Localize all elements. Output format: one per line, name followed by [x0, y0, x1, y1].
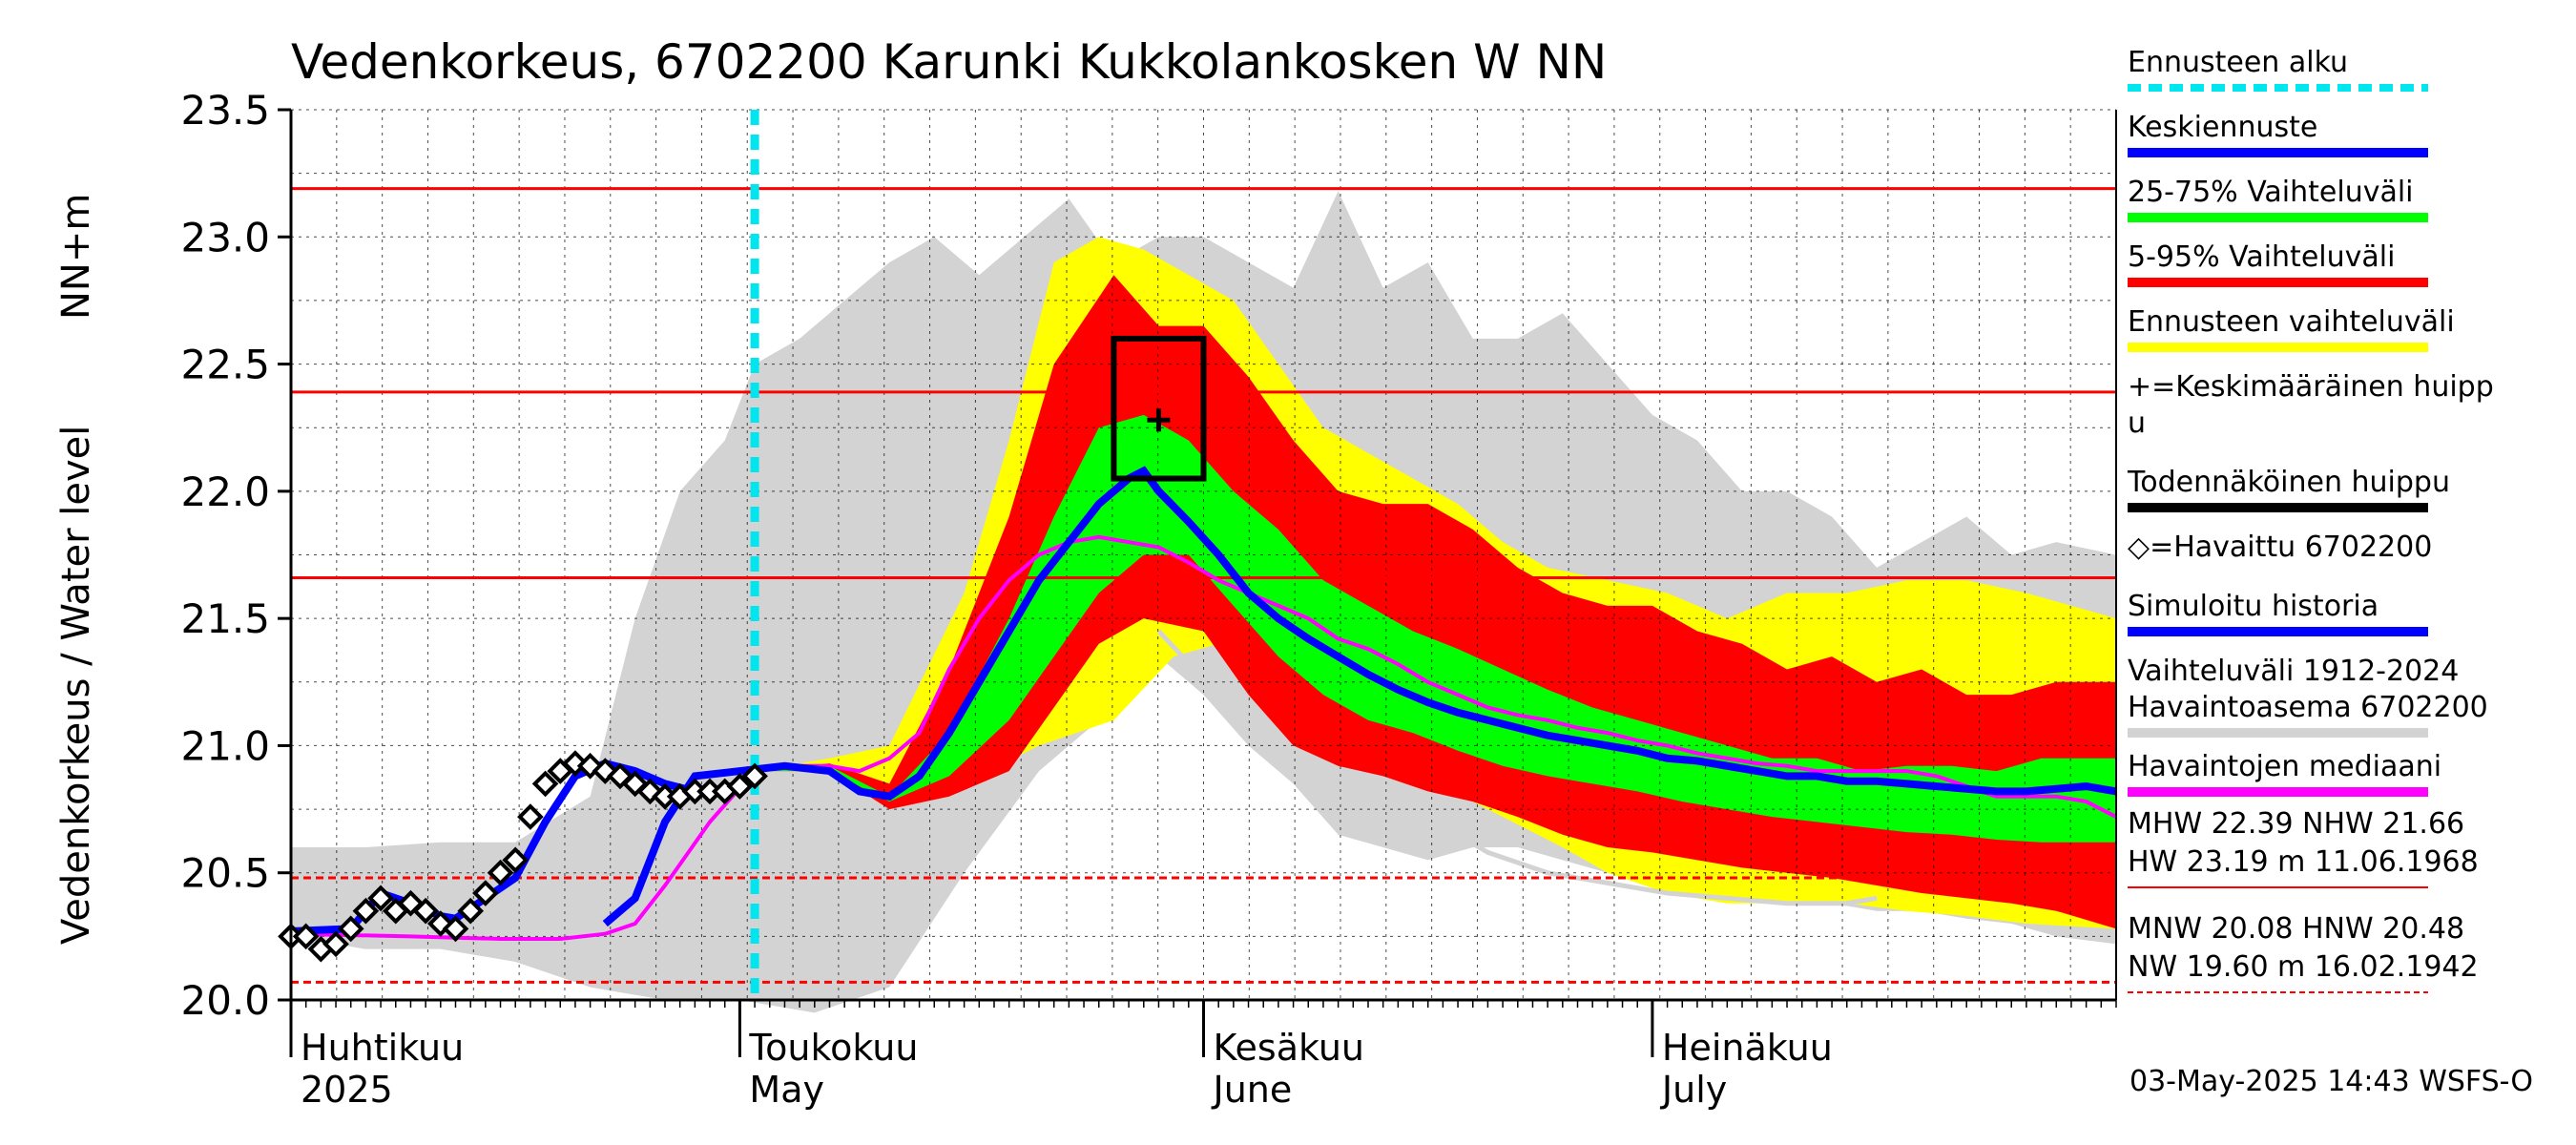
y-tick-label: 21.5 [180, 595, 270, 642]
legend-label: 25-75% Vaihteluväli [2128, 176, 2414, 209]
y-tick-label: 20.0 [180, 977, 270, 1024]
y-tick-label: 22.5 [180, 342, 270, 388]
legend-label: Ennusteen vaihteluväli [2128, 305, 2455, 339]
observed-point [741, 762, 768, 790]
observed-point [397, 889, 425, 917]
x-month-sublabel: June [1212, 1069, 1293, 1111]
observed-point [472, 880, 499, 906]
legend-label: +=Keskimääräinen huipp [2128, 370, 2494, 404]
plot-area [278, 109, 2117, 1013]
stats-line-4: NW 19.60 m 16.02.1942 [2128, 950, 2479, 984]
observed-point [442, 915, 469, 943]
x-month-label: Kesäkuu [1214, 1027, 1365, 1069]
observed-point [726, 773, 754, 800]
x-month-label: Huhtikuu [301, 1027, 464, 1069]
mean-forecast-line [602, 466, 2117, 927]
y-axis-unit: NN+m [54, 194, 98, 320]
legend-label: Ennusteen alku [2128, 46, 2348, 79]
y-tick-label: 21.0 [180, 722, 270, 769]
x-month-sublabel: May [749, 1069, 824, 1111]
observed-point [322, 930, 349, 958]
x-month-sublabel: 2025 [301, 1069, 393, 1111]
observed-point [412, 897, 439, 925]
legend-label: Keskiennuste [2128, 111, 2317, 144]
stats-line-1: MHW 22.39 NHW 21.66 [2128, 807, 2464, 841]
stats-line-2: HW 23.19 m 11.06.1968 [2128, 845, 2479, 879]
observed-point [621, 770, 649, 798]
timestamp: 03-May-2025 14:43 WSFS-O [2129, 1065, 2533, 1098]
legend: Ennusteen alku Keskiennuste 25-75% Vaihtel… [2127, 46, 2494, 797]
observed-point [576, 752, 604, 780]
x-month-label: Toukokuu [748, 1027, 918, 1069]
observed-point [337, 915, 364, 943]
observed-point [292, 923, 320, 950]
y-tick-label: 22.0 [180, 468, 270, 515]
legend-label-cont: u [2128, 406, 2146, 440]
observed-point [562, 750, 589, 777]
legend-label: 5-95% Vaihteluväli [2128, 240, 2395, 274]
y-tick-label: 20.5 [180, 850, 270, 897]
observed-point [457, 897, 484, 925]
y-tick-label: 23.5 [180, 87, 270, 134]
observed-point [352, 897, 380, 925]
observed-point [487, 859, 514, 886]
observed-point [531, 770, 559, 798]
legend-label: Havaintojen mediaani [2128, 750, 2441, 783]
observed-point [592, 758, 619, 784]
y-axis-label: Vedenkorkeus / Water level [54, 426, 98, 945]
observed-point [367, 885, 394, 912]
y-tick-label: 23.0 [180, 214, 270, 260]
stats-line-3: MNW 20.08 HNW 20.48 [2128, 912, 2464, 946]
observed-point [426, 910, 454, 937]
band-25-75 [755, 414, 2117, 843]
historical-lower-line [1156, 629, 1878, 906]
probable-peak-box [1111, 335, 1207, 482]
chart-title: Vedenkorkeus, 6702200 Karunki Kukkolanko… [291, 34, 1607, 90]
x-month-sublabel: July [1660, 1069, 1727, 1111]
x-month-label: Heinäkuu [1662, 1027, 1833, 1069]
legend-label-cont: Havaintoasema 6702200 [2128, 691, 2488, 724]
legend-label: Todennäköinen huippu [2127, 466, 2450, 499]
legend-label: Simuloitu historia [2128, 590, 2379, 623]
axes: 20.0 20.5 21.0 21.5 22.0 22.5 23.0 23.5 Huhtikuu… [180, 87, 2117, 1111]
mean-peak-marker [1147, 408, 1171, 432]
legend-label: ◇=Havaittu 6702200 [2128, 531, 2432, 564]
observed-point [502, 846, 530, 874]
legend-label: Vaihteluväli 1912-2024 [2128, 655, 2459, 688]
observed-point [517, 803, 544, 830]
